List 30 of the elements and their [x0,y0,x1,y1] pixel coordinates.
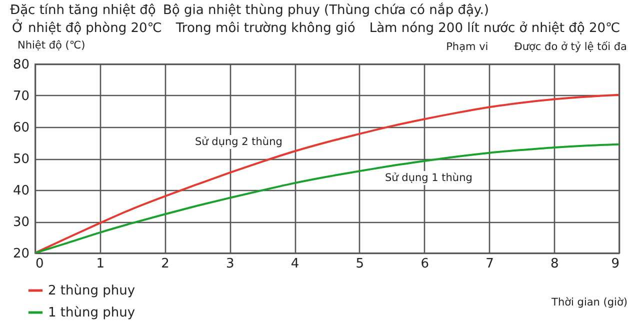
x-tick-label: 5 [356,256,364,272]
text: Phạm vi [446,41,488,53]
x-tick-label: 1 [96,256,105,272]
x-tick-label: 0 [36,256,44,272]
y-tick-label: 60 [12,120,30,136]
x-tick-label: 7 [486,256,494,272]
annotation: Sử dụng 1 thùng [383,171,474,185]
text: Ở nhiệt độ phòng 20℃ [12,21,162,36]
text: Trong môi trường không gió [176,21,356,36]
annotation: Sử dụng 2 thùng [193,135,284,149]
legend-label: 1 thùng phuy [48,306,136,320]
x-tick-label: 8 [550,256,559,272]
text: Làm nóng 200 lít nước ở nhiệt độ 20℃ [369,21,620,36]
text: Được đo ở tỷ lệ tối đa [514,41,627,53]
y-tick-label: 20 [12,246,30,262]
chart-subtitle: Bộ gia nhiệt thùng phuy (Thùng chứa có nắp đậy.) [163,3,489,18]
y-axis-title: Nhiệt độ (℃) [18,40,86,52]
legend-label: 2 thùng phuy [48,284,136,298]
x-tick-label: 6 [420,256,429,272]
y-tick-label: 30 [12,215,30,230]
x-tick-label: 9 [611,256,620,272]
chart-title: Đặc tính tăng nhiệt độ [10,3,156,18]
x-axis-title: Thời gian (giờ) [550,296,628,308]
y-tick-label: 70 [12,89,30,104]
y-tick-label: 40 [12,184,30,198]
x-tick-label: 2 [161,256,170,272]
y-tick-label: 50 [12,152,30,167]
x-tick-label: 3 [226,256,234,272]
y-tick-label: 80 [12,58,30,72]
x-tick-label: 4 [290,256,300,272]
